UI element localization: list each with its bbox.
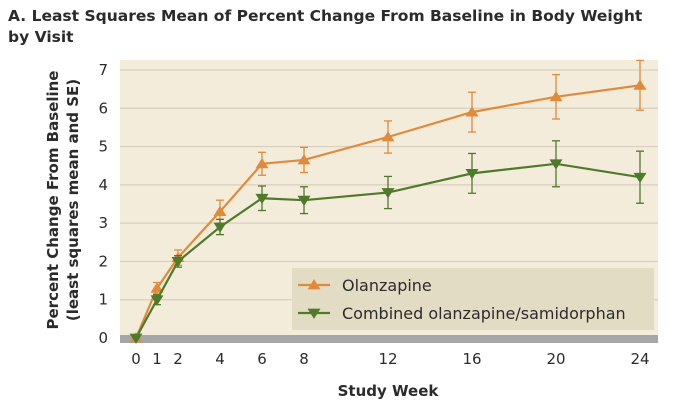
series-line-0 (134, 84, 641, 339)
data-point-1-5 (297, 195, 311, 207)
y-axis-label-line-1: Percent Change From Baseline (44, 71, 62, 330)
y-tick-label-5: 5 (98, 138, 108, 156)
data-point-1-3 (213, 222, 227, 233)
x-tick-label-0: 0 (131, 350, 141, 368)
x-tick-label-4: 4 (215, 350, 225, 368)
data-point-1-2 (171, 257, 185, 268)
series-layer (129, 59, 647, 344)
data-point-1-1 (150, 295, 164, 306)
x-tick-label-20: 20 (546, 350, 565, 368)
x-tick-label-8: 8 (299, 350, 309, 368)
series-1 (129, 140, 647, 344)
data-point-0-8 (549, 90, 563, 102)
y-axis-ticks: 0 1 2 3 4 5 6 7 (98, 61, 108, 347)
data-point-0-4 (255, 157, 269, 169)
chart-title-line-2: by Visit (8, 28, 74, 46)
data-point-1-8 (549, 159, 563, 170)
legend-label-olanzapine: Olanzapine (342, 276, 432, 295)
x-axis-label: Study Week (338, 382, 440, 400)
data-point-1-9 (633, 172, 647, 184)
x-tick-label-12: 12 (378, 350, 397, 368)
y-axis-label-line-2: (least squares mean and SE) (64, 79, 82, 321)
y-tick-label-7: 7 (98, 61, 108, 79)
y-tick-label-0: 0 (98, 329, 108, 347)
data-point-0-6 (381, 131, 395, 142)
data-point-0-1 (150, 282, 164, 293)
legend-marker-olanzapine (307, 279, 321, 290)
data-point-0-5 (297, 154, 311, 165)
x-axis-ticks: 0 1 2 4 6 8 12 16 20 24 (131, 350, 649, 368)
data-point-0-7 (465, 106, 479, 117)
x-tick-label-16: 16 (462, 350, 481, 368)
legend-marker-combined (307, 308, 321, 319)
y-tick-label-1: 1 (98, 291, 108, 309)
y-axis-label: Percent Change From Baseline (least squa… (44, 71, 82, 330)
data-point-0-3 (213, 205, 227, 217)
y-tick-label-3: 3 (98, 214, 108, 232)
y-tick-label-6: 6 (98, 99, 108, 117)
data-point-1-0 (129, 333, 143, 344)
data-point-1-6 (381, 188, 395, 199)
baseline-bar (120, 335, 658, 343)
x-tick-label-24: 24 (630, 350, 649, 368)
x-tick-label-1: 1 (152, 350, 162, 368)
data-point-1-7 (465, 168, 479, 180)
y-tick-label-4: 4 (98, 176, 108, 194)
series-line-1 (135, 162, 641, 339)
x-tick-label-6: 6 (257, 350, 267, 368)
chart-title: A. Least Squares Mean of Percent Change … (8, 6, 688, 48)
data-point-0-9 (633, 79, 647, 90)
chart-title-line-1: A. Least Squares Mean of Percent Change … (8, 7, 643, 25)
x-tick-label-2: 2 (173, 350, 183, 368)
legend-label-combined: Combined olanzapine/samidorphan (342, 304, 626, 323)
y-tick-label-2: 2 (98, 252, 108, 270)
data-point-1-4 (255, 193, 269, 205)
legend: Olanzapine Combined olanzapine/samidorph… (292, 268, 654, 330)
legend-background (292, 268, 654, 330)
